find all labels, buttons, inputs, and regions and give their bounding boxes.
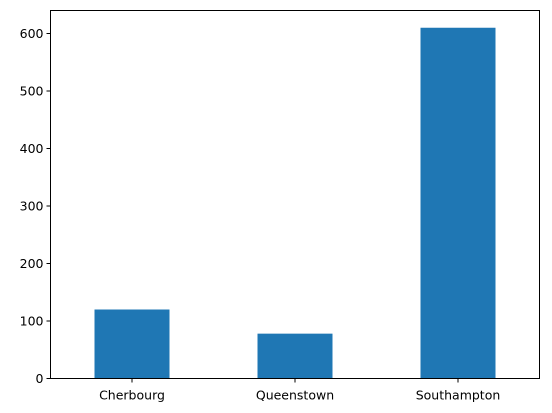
bar-cherbourg xyxy=(94,309,170,379)
bar-queenstown xyxy=(257,333,333,379)
y-axis: 0 100 200 300 400 500 600 xyxy=(20,26,51,386)
y-tick-label: 100 xyxy=(20,314,44,329)
y-tick-label: 200 xyxy=(20,256,44,271)
y-tick-label: 500 xyxy=(20,84,44,99)
y-tick-label: 600 xyxy=(20,26,44,41)
x-tick-label-cherbourg: Cherbourg xyxy=(99,388,165,403)
y-tick-label: 0 xyxy=(36,371,44,386)
x-tick-label-southampton: Southampton xyxy=(416,388,501,403)
y-tick-label: 300 xyxy=(20,199,44,214)
bar-southampton xyxy=(420,27,496,379)
plot-frame xyxy=(50,10,540,379)
bars-group xyxy=(94,27,496,379)
x-axis: Cherbourg Queenstown Southampton xyxy=(99,378,501,403)
y-tick-label: 400 xyxy=(20,141,44,156)
x-tick-label-queenstown: Queenstown xyxy=(256,388,334,403)
